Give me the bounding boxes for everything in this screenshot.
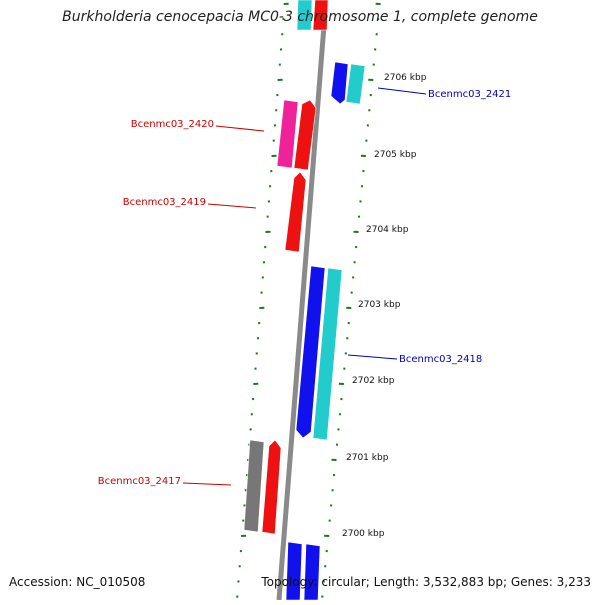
gene-label-leader [208,204,256,208]
accession-label: Accession: NC_010508 [9,575,145,589]
gene-label-leader [183,483,231,485]
outer-tick-track-left [236,4,288,597]
gene-feature-reverse [331,62,348,104]
gene-feature-partial-bottom [286,542,302,600]
gene-label-bcenmc03_2418[interactable]: Bcenmc03_2418 [399,354,482,365]
gene-label-bcenmc03_2419[interactable]: Bcenmc03_2419 [123,197,206,208]
ruler-label-2701: 2701 kbp [346,453,389,463]
topology-label: Topology: circular; Length: 3,532,883 bp… [261,575,591,589]
position-ruler: 2706 kbp 2705 kbp 2704 kbp 2703 kbp 2702 kbp… [342,73,427,539]
gene-feature-2420 [277,100,298,168]
gene-feature-2417 [262,440,281,534]
gene-feature-partial-bottom [304,544,320,600]
gene-feature-2419 [285,172,306,252]
ruler-label-2703: 2703 kbp [358,300,401,310]
ruler-label-2706: 2706 kbp [384,73,427,83]
gene-label-bcenmc03_2417[interactable]: Bcenmc03_2417 [98,476,181,487]
map-title: Burkholderia cenocepacia MC0-3 chromosom… [0,9,600,25]
gene-feature-neutral [244,440,264,532]
ruler-label-2702: 2702 kbp [352,376,395,386]
gene-label-bcenmc03_2420[interactable]: Bcenmc03_2420 [131,119,214,130]
ruler-label-2700: 2700 kbp [342,529,385,539]
gene-label-leader [216,126,264,131]
ruler-label-2705: 2705 kbp [374,150,417,160]
gene-label-leader [348,355,397,359]
gene-label-bcenmc03_2421[interactable]: Bcenmc03_2421 [428,89,511,100]
gene-label-leader [378,88,426,94]
ruler-label-2704: 2704 kbp [366,225,409,235]
gene-feature-2421 [346,64,365,104]
